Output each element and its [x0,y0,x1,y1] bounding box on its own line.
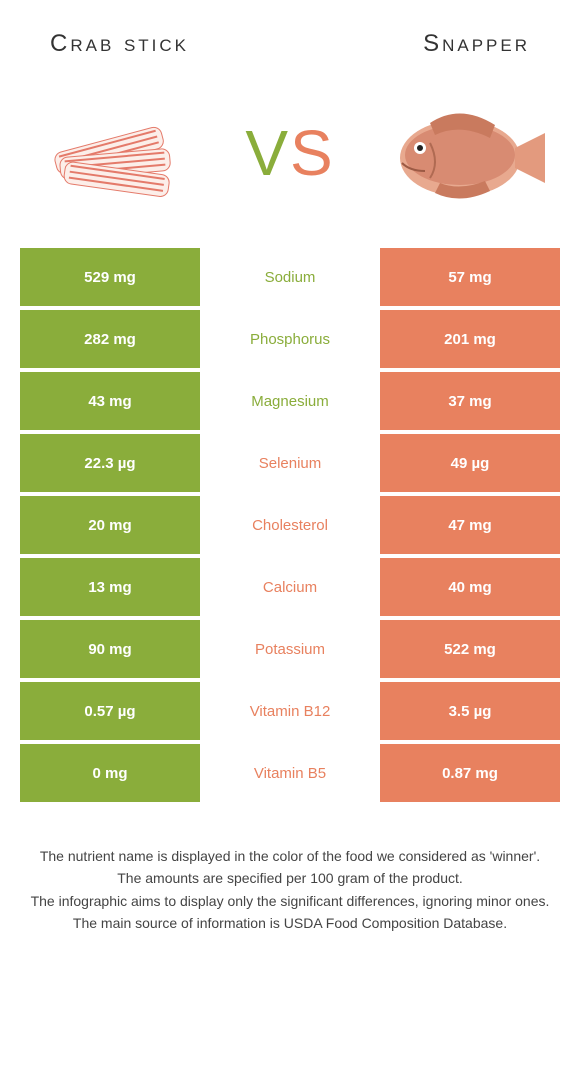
table-row: 282 mgPhosphorus201 mg [20,310,560,368]
vs-v: V [245,117,290,189]
right-value: 0.87 mg [380,744,560,802]
left-value: 22.3 µg [20,434,200,492]
left-value: 13 mg [20,558,200,616]
left-value: 43 mg [20,372,200,430]
left-value: 529 mg [20,248,200,306]
right-value: 40 mg [380,558,560,616]
nutrient-label: Phosphorus [200,310,380,368]
right-value: 57 mg [380,248,560,306]
right-value: 522 mg [380,620,560,678]
right-value: 3.5 µg [380,682,560,740]
footer-line: The amounts are specified per 100 gram o… [20,868,560,888]
left-value: 0.57 µg [20,682,200,740]
table-row: 0.57 µgVitamin B123.5 µg [20,682,560,740]
table-row: 22.3 µgSelenium49 µg [20,434,560,492]
left-food-title: Crab stick [50,30,189,58]
right-value: 201 mg [380,310,560,368]
table-row: 90 mgPotassium522 mg [20,620,560,678]
right-value: 37 mg [380,372,560,430]
left-value: 90 mg [20,620,200,678]
nutrient-label: Vitamin B12 [200,682,380,740]
footer-line: The main source of information is USDA F… [20,913,560,933]
snapper-image [380,88,550,218]
footer-line: The infographic aims to display only the… [20,891,560,911]
left-value: 282 mg [20,310,200,368]
crab-stick-image [30,88,200,218]
vs-label: VS [245,116,334,190]
right-food-title: Snapper [423,30,530,58]
right-value: 47 mg [380,496,560,554]
nutrient-label: Calcium [200,558,380,616]
footer-line: The nutrient name is displayed in the co… [20,846,560,866]
footer-notes: The nutrient name is displayed in the co… [0,806,580,933]
vs-s: S [290,117,335,189]
nutrient-label: Magnesium [200,372,380,430]
left-value: 20 mg [20,496,200,554]
images-row: VS [0,68,580,248]
nutrient-label: Sodium [200,248,380,306]
nutrient-label: Cholesterol [200,496,380,554]
comparison-table: 529 mgSodium57 mg282 mgPhosphorus201 mg4… [0,248,580,802]
right-value: 49 µg [380,434,560,492]
table-row: 13 mgCalcium40 mg [20,558,560,616]
table-row: 529 mgSodium57 mg [20,248,560,306]
table-row: 20 mgCholesterol47 mg [20,496,560,554]
table-row: 43 mgMagnesium37 mg [20,372,560,430]
nutrient-label: Selenium [200,434,380,492]
header: Crab stick Snapper [0,0,580,68]
table-row: 0 mgVitamin B50.87 mg [20,744,560,802]
nutrient-label: Vitamin B5 [200,744,380,802]
left-value: 0 mg [20,744,200,802]
nutrient-label: Potassium [200,620,380,678]
